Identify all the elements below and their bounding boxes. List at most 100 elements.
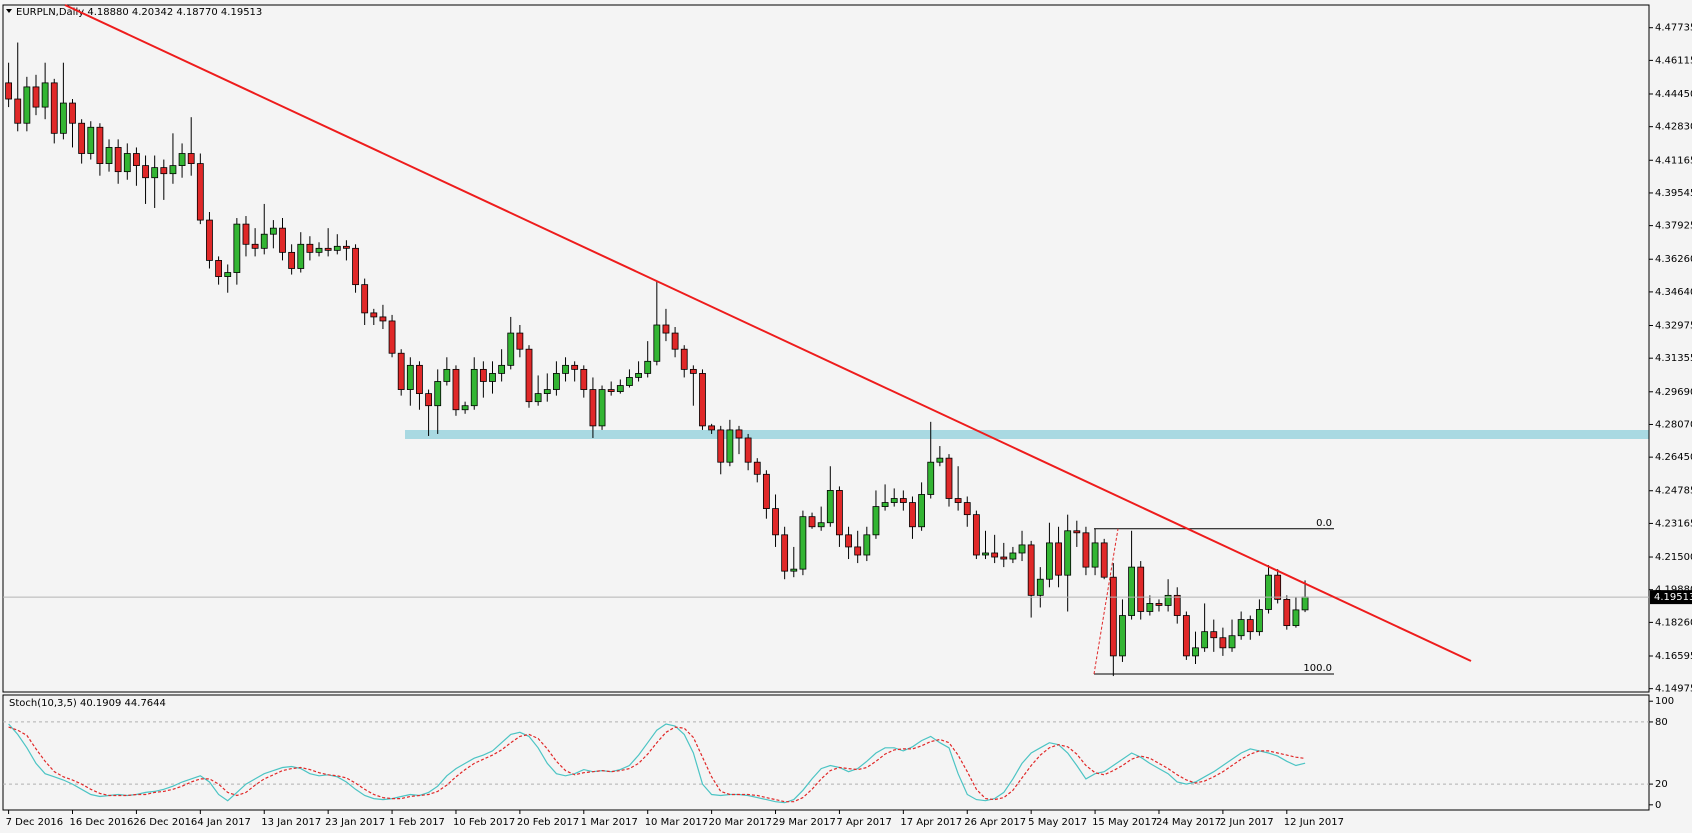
- candle-body: [32, 86, 40, 108]
- candle-body: [416, 364, 423, 394]
- y-tick-label: 4.14975: [1655, 684, 1692, 695]
- x-tick-label: 10 Mar 2017: [645, 817, 708, 828]
- candle-body: [927, 461, 935, 495]
- x-tick-label: 5 May 2017: [1028, 817, 1087, 828]
- candle-body: [918, 494, 925, 528]
- candle-body: [151, 167, 159, 179]
- candle-body: [644, 360, 652, 374]
- x-tick-label: 20 Mar 2017: [709, 817, 772, 828]
- candle-body: [598, 389, 606, 427]
- x-tick-label: 26 Dec 2016: [133, 817, 197, 828]
- candle-body: [626, 377, 633, 386]
- candle-body: [1155, 603, 1163, 606]
- candle-body: [333, 245, 341, 251]
- candle-body: [507, 332, 515, 366]
- candle-body: [1192, 647, 1199, 657]
- candle-body: [434, 381, 442, 407]
- candle-body: [1274, 574, 1282, 600]
- candle-body: [1000, 556, 1008, 560]
- candle-body: [1109, 576, 1117, 657]
- candle-body: [826, 490, 834, 524]
- candle-body: [370, 312, 378, 318]
- candle-body: [708, 425, 716, 431]
- y-tick-label: 4.18260: [1655, 617, 1692, 628]
- candle-body: [406, 364, 414, 390]
- y-tick-label: 4.39545: [1655, 188, 1692, 199]
- candle-body: [744, 437, 752, 463]
- candle-body: [251, 243, 259, 249]
- candle-body: [315, 247, 323, 253]
- candle-body: [59, 102, 67, 134]
- y-tick-label: 4.46115: [1655, 55, 1692, 66]
- candle-body: [945, 457, 953, 499]
- candle-body: [1201, 631, 1209, 649]
- candle-body: [14, 98, 22, 124]
- candle-body: [470, 368, 478, 407]
- candle-body: [972, 514, 980, 556]
- x-tick-label: 12 Jun 2017: [1284, 817, 1344, 828]
- candle-body: [41, 82, 49, 108]
- candle-body: [817, 522, 825, 528]
- candle-body: [23, 86, 31, 124]
- candle-body: [1018, 544, 1026, 554]
- x-tick-label: 10 Feb 2017: [453, 817, 515, 828]
- y-tick-label: 4.47735: [1655, 23, 1692, 34]
- candle-body: [881, 502, 889, 507]
- candle-body: [379, 316, 387, 322]
- candle-body: [498, 364, 506, 374]
- candle-body: [1064, 530, 1072, 576]
- candle-body: [534, 393, 542, 403]
- candle-body: [836, 490, 843, 536]
- y-tick-label: 4.36260: [1655, 254, 1692, 265]
- candle-body: [635, 373, 642, 378]
- y-tick-label: 4.24785: [1655, 486, 1692, 497]
- candle-body: [607, 389, 615, 392]
- candle-body: [397, 352, 405, 390]
- candle-body: [982, 552, 989, 556]
- candle-body: [1228, 635, 1236, 649]
- y-tick-label: 80: [1655, 717, 1668, 728]
- support-zone: [405, 430, 1649, 439]
- candle-body: [306, 243, 314, 253]
- y-tick-label: 4.34640: [1655, 287, 1692, 298]
- y-tick-label: 4.37925: [1655, 221, 1692, 232]
- x-tick-label: 2 Jun 2017: [1220, 817, 1274, 828]
- candle-body: [1128, 566, 1135, 616]
- x-tick-label: 1 Feb 2017: [389, 817, 445, 828]
- candle-body: [352, 247, 359, 286]
- candle-body: [580, 368, 588, 390]
- candle-body: [425, 393, 432, 407]
- main-frame: [2, 4, 1650, 693]
- current-price-label: 4.19513: [1654, 592, 1692, 603]
- candle-body: [160, 167, 168, 175]
- candle-body: [142, 165, 149, 179]
- candle-body: [936, 457, 944, 463]
- candle-body: [616, 385, 624, 392]
- candle-body: [123, 153, 131, 173]
- candle-body: [799, 516, 807, 570]
- candle-body: [324, 247, 332, 251]
- candle-body: [489, 373, 496, 382]
- current-price-box: [1650, 590, 1692, 605]
- candles: [5, 42, 1309, 677]
- candle-body: [187, 153, 195, 164]
- x-tick-label: 1 Mar 2017: [581, 817, 638, 828]
- x-tick-label: 29 Mar 2017: [773, 817, 836, 828]
- y-tick-label: 4.21500: [1655, 552, 1692, 563]
- candle-body: [516, 332, 524, 350]
- candle-body: [653, 324, 661, 362]
- candle-body: [954, 498, 962, 503]
- candle-body: [479, 368, 487, 382]
- menu-triangle[interactable]: [6, 9, 12, 13]
- x-tick-label: 23 Jan 2017: [325, 817, 385, 828]
- candle-body: [1237, 619, 1245, 637]
- x-tick-label: 13 Jan 2017: [261, 817, 321, 828]
- candle-body: [781, 534, 789, 572]
- y-tick-label: 100: [1655, 696, 1674, 707]
- candle-body: [890, 498, 898, 503]
- candle-body: [1146, 603, 1154, 612]
- x-tick-label: 7 Dec 2016: [6, 817, 64, 828]
- x-tick-label: 17 Apr 2017: [900, 817, 962, 828]
- y-tick-label: 4.23165: [1655, 518, 1692, 529]
- candle-body: [1210, 631, 1218, 639]
